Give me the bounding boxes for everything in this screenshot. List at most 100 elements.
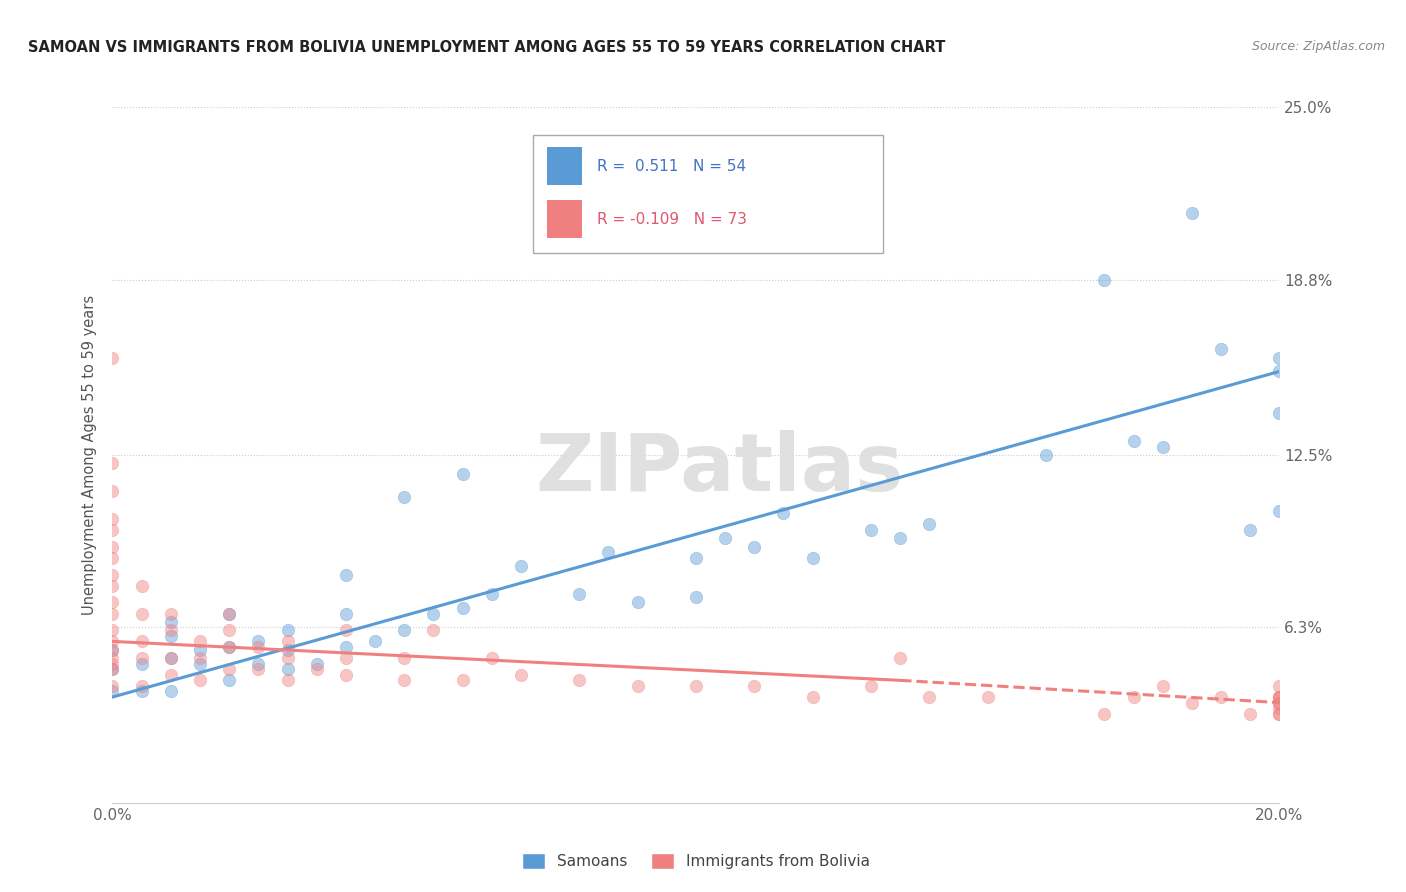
Point	[1094, 272, 1116, 286]
Point	[1268, 351, 1291, 365]
Point	[218, 640, 240, 654]
FancyBboxPatch shape	[533, 135, 883, 253]
Text: SAMOAN VS IMMIGRANTS FROM BOLIVIA UNEMPLOYMENT AMONG AGES 55 TO 59 YEARS CORRELA: SAMOAN VS IMMIGRANTS FROM BOLIVIA UNEMPL…	[28, 40, 945, 55]
Point	[889, 651, 911, 665]
Point	[188, 657, 211, 671]
Point	[451, 601, 474, 615]
Point	[335, 640, 357, 654]
Point	[481, 587, 503, 601]
Point	[742, 679, 765, 693]
Point	[218, 640, 240, 654]
Point	[131, 579, 153, 593]
Point	[1268, 503, 1291, 517]
Point	[509, 667, 531, 681]
Point	[1268, 406, 1291, 420]
Point	[101, 662, 124, 676]
Point	[627, 595, 650, 609]
Point	[1239, 706, 1261, 721]
Point	[218, 607, 240, 621]
Point	[598, 545, 620, 559]
Point	[976, 690, 998, 704]
Point	[685, 590, 707, 604]
Point	[188, 673, 211, 688]
Point	[188, 634, 211, 648]
Point	[101, 456, 124, 470]
Point	[1239, 523, 1261, 537]
Point	[276, 634, 298, 648]
Point	[918, 517, 941, 532]
Point	[394, 673, 416, 688]
Point	[160, 667, 183, 681]
Point	[305, 657, 328, 671]
Point	[101, 642, 124, 657]
Point	[801, 690, 824, 704]
Point	[1181, 206, 1204, 220]
Point	[772, 507, 794, 521]
Point	[335, 667, 357, 681]
Text: R =  0.511   N = 54: R = 0.511 N = 54	[596, 159, 747, 174]
Point	[1181, 696, 1204, 710]
Point	[101, 624, 124, 638]
Point	[860, 679, 883, 693]
Point	[509, 559, 531, 574]
Point	[1268, 679, 1291, 693]
Point	[568, 673, 591, 688]
Point	[101, 634, 124, 648]
Point	[394, 490, 416, 504]
Point	[394, 624, 416, 638]
Point	[160, 624, 183, 638]
Legend: Samoans, Immigrants from Bolivia: Samoans, Immigrants from Bolivia	[516, 847, 876, 875]
Point	[801, 550, 824, 565]
Point	[101, 567, 124, 582]
Point	[188, 651, 211, 665]
Point	[481, 651, 503, 665]
Point	[685, 679, 707, 693]
Point	[335, 624, 357, 638]
Point	[160, 684, 183, 698]
Point	[1122, 690, 1144, 704]
Point	[101, 540, 124, 554]
Point	[1268, 690, 1291, 704]
Point	[1122, 434, 1144, 448]
Point	[335, 607, 357, 621]
Point	[101, 651, 124, 665]
Point	[889, 532, 911, 546]
Point	[276, 642, 298, 657]
Point	[247, 634, 270, 648]
Point	[335, 651, 357, 665]
Point	[101, 523, 124, 537]
Point	[276, 624, 298, 638]
Point	[451, 673, 474, 688]
Point	[101, 351, 124, 365]
Point	[1209, 690, 1232, 704]
Point	[101, 595, 124, 609]
Text: Source: ZipAtlas.com: Source: ZipAtlas.com	[1251, 40, 1385, 54]
Point	[742, 540, 765, 554]
Point	[1268, 706, 1291, 721]
Point	[247, 662, 270, 676]
Bar	[547, 200, 582, 238]
Point	[131, 684, 153, 698]
Point	[1152, 679, 1174, 693]
Point	[276, 651, 298, 665]
Point	[101, 642, 124, 657]
Point	[101, 679, 124, 693]
Point	[188, 642, 211, 657]
Point	[131, 657, 153, 671]
Point	[101, 684, 124, 698]
Point	[1268, 701, 1291, 715]
Point	[1209, 342, 1232, 356]
Point	[247, 640, 270, 654]
Point	[131, 651, 153, 665]
Point	[364, 634, 387, 648]
Point	[1268, 690, 1291, 704]
Point	[218, 673, 240, 688]
Point	[1268, 696, 1291, 710]
Point	[101, 484, 124, 499]
Point	[1094, 706, 1116, 721]
Point	[160, 651, 183, 665]
Point	[1268, 690, 1291, 704]
Point	[568, 587, 591, 601]
Point	[1268, 706, 1291, 721]
Point	[131, 679, 153, 693]
